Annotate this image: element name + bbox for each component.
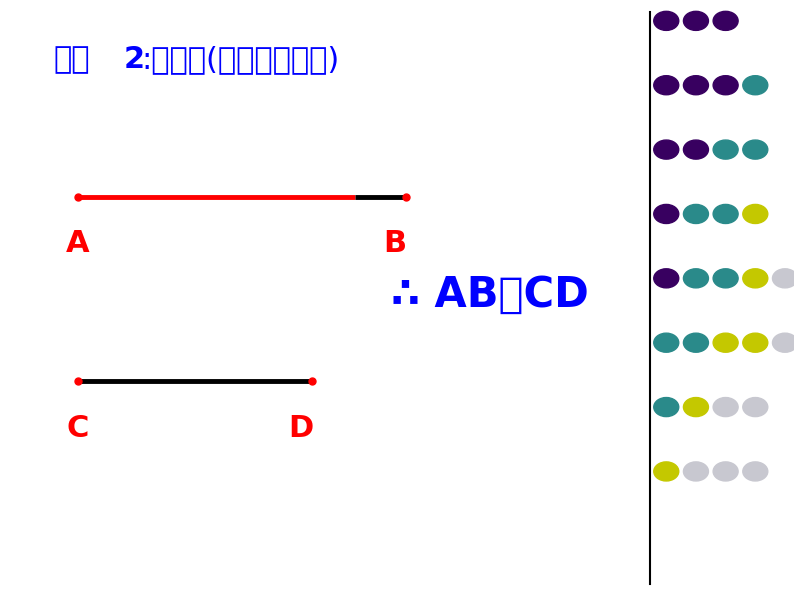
Circle shape <box>713 333 738 352</box>
Circle shape <box>743 462 768 481</box>
Circle shape <box>773 333 794 352</box>
Circle shape <box>713 140 738 159</box>
Circle shape <box>653 333 679 352</box>
Circle shape <box>684 462 708 481</box>
Circle shape <box>653 462 679 481</box>
Circle shape <box>653 76 679 95</box>
Circle shape <box>743 398 768 417</box>
Circle shape <box>743 269 768 288</box>
Circle shape <box>684 204 708 224</box>
Circle shape <box>713 269 738 288</box>
Circle shape <box>713 11 738 30</box>
Text: 2: 2 <box>123 45 145 74</box>
Circle shape <box>713 398 738 417</box>
Circle shape <box>743 333 768 352</box>
Circle shape <box>743 140 768 159</box>
Circle shape <box>653 269 679 288</box>
Text: D: D <box>288 414 314 443</box>
Circle shape <box>653 204 679 224</box>
Text: 方法: 方法 <box>53 45 90 74</box>
Text: ∴ AB＞CD: ∴ AB＞CD <box>391 274 588 316</box>
Circle shape <box>653 11 679 30</box>
Circle shape <box>743 76 768 95</box>
Circle shape <box>653 140 679 159</box>
Text: B: B <box>383 229 406 259</box>
Circle shape <box>684 333 708 352</box>
Circle shape <box>653 398 679 417</box>
Circle shape <box>773 269 794 288</box>
Circle shape <box>684 398 708 417</box>
Circle shape <box>713 204 738 224</box>
Circle shape <box>713 76 738 95</box>
Circle shape <box>684 11 708 30</box>
Text: :叠合法(用平移法比较): :叠合法(用平移法比较) <box>141 45 340 74</box>
Circle shape <box>743 204 768 224</box>
Circle shape <box>684 76 708 95</box>
Circle shape <box>684 269 708 288</box>
Circle shape <box>713 462 738 481</box>
Text: A: A <box>66 229 90 259</box>
Text: C: C <box>67 414 89 443</box>
Circle shape <box>684 140 708 159</box>
